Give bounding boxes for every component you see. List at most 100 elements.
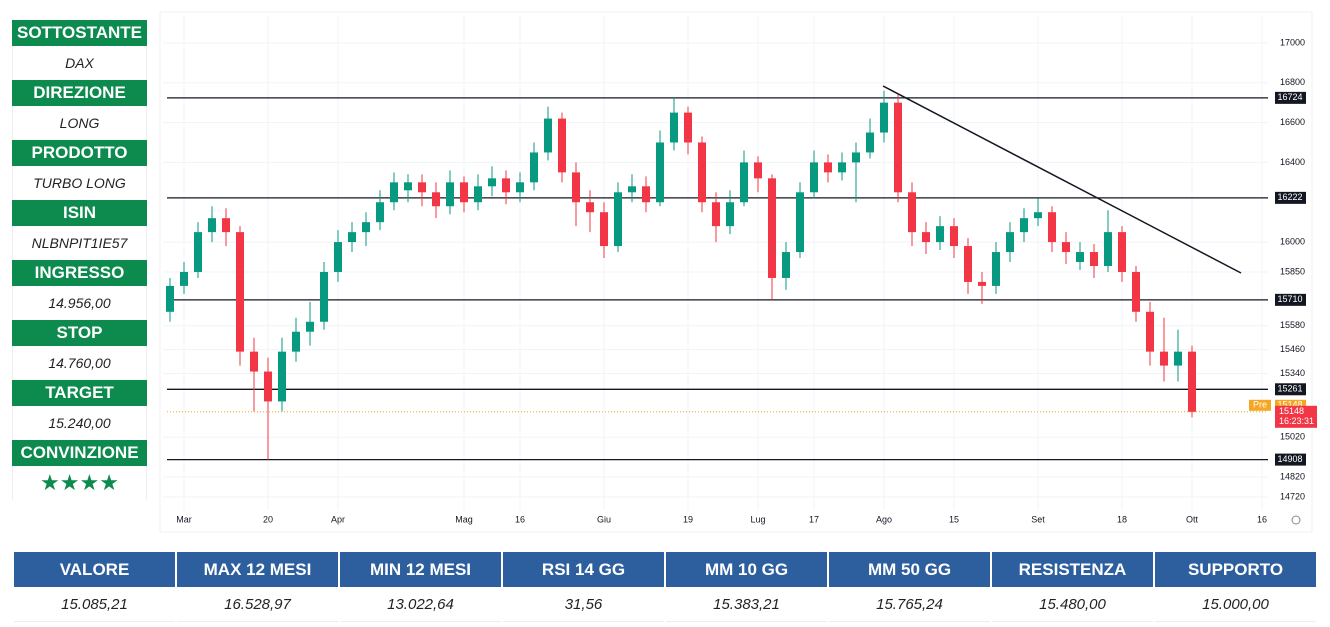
table-header: MAX 12 MESI	[177, 552, 338, 587]
x-tick-label: Mag	[455, 514, 473, 524]
pre-price-box	[1275, 399, 1306, 411]
panel-value: NLBNPIT1IE57	[12, 226, 147, 260]
candle-body	[180, 271, 188, 286]
candle-body	[712, 202, 720, 227]
candle-body	[796, 192, 804, 253]
candle-body	[306, 321, 314, 332]
table-header: VALORE	[14, 552, 175, 587]
candle-body	[194, 232, 202, 272]
table-cell: 15.765,24	[829, 587, 990, 622]
last-price-box	[1275, 405, 1317, 428]
table-header: MIN 12 MESI	[340, 552, 501, 587]
table-cell: 15.383,21	[666, 587, 827, 622]
panel-value: ★★★★	[12, 466, 147, 500]
candle-body	[1062, 242, 1070, 253]
panel-label: ISIN	[12, 200, 147, 226]
candle-body	[810, 162, 818, 193]
candle-body	[208, 218, 216, 233]
chart: 17000 16800 16600 16400 16000 15850 15580 15460…	[159, 11, 1317, 533]
candle-body	[530, 152, 538, 183]
stats-table: VALORE MAX 12 MESI MIN 12 MESI RSI 14 GG MM …	[14, 552, 1316, 622]
candle-body	[446, 182, 454, 207]
candle-body	[768, 178, 776, 278]
panel-value: DAX	[12, 46, 147, 80]
panel-value: LONG	[12, 106, 147, 140]
x-tick-label: 19	[683, 514, 693, 524]
x-tick-label: Set	[1031, 514, 1045, 524]
panel-label: STOP	[12, 320, 147, 346]
y-tick-label: 14820	[1280, 472, 1305, 482]
level-label-box	[1275, 293, 1306, 306]
candle-body	[166, 285, 174, 312]
candle-body	[572, 172, 580, 203]
x-tick-label: 17	[809, 514, 819, 524]
x-tick-label: 16	[515, 514, 525, 524]
candle-body	[1020, 218, 1028, 233]
x-tick-label: 16	[1257, 514, 1267, 524]
level-label-box	[1275, 383, 1306, 396]
table-cell: 13.022,64	[340, 587, 501, 622]
table-header: RSI 14 GG	[503, 552, 664, 587]
table-header: MM 10 GG	[666, 552, 827, 587]
x-tick-label: Ott	[1186, 514, 1199, 524]
candle-body	[348, 232, 356, 243]
level-label: 14908	[1277, 454, 1302, 464]
candle-body	[698, 142, 706, 203]
table-cell: 15.480,00	[992, 587, 1153, 622]
candle-body	[936, 226, 944, 243]
y-tick-label: 16800	[1280, 77, 1305, 87]
candle-body	[544, 118, 552, 153]
candle-body	[404, 182, 412, 191]
candle-body	[670, 112, 678, 143]
settings-icon[interactable]	[1291, 515, 1301, 525]
candle-body	[488, 178, 496, 187]
panel-label: PRODOTTO	[12, 140, 147, 166]
countdown-label: 16:23:31	[1279, 416, 1314, 426]
y-tick-label: 15850	[1280, 266, 1305, 276]
candle-body	[264, 371, 272, 402]
level-label: 15710	[1277, 294, 1302, 304]
candle-body	[250, 351, 258, 372]
panel-label: SOTTOSTANTE	[12, 20, 147, 46]
panel-label: INGRESSO	[12, 260, 147, 286]
candle-body	[656, 142, 664, 203]
levels	[167, 97, 1268, 461]
x-tick-label: Lug	[750, 514, 765, 524]
candle-body	[600, 212, 608, 247]
y-tick-label: 15460	[1280, 344, 1305, 354]
candle-body	[516, 182, 524, 193]
candles	[166, 90, 1196, 460]
panel-value: 15.240,00	[12, 406, 147, 440]
y-tick-label: 15340	[1280, 368, 1305, 378]
x-tick-label: 20	[263, 514, 273, 524]
info-panel: SOTTOSTANTE DAX DIREZIONE LONG PRODOTTO TURBO…	[12, 20, 147, 500]
candle-body	[502, 178, 510, 193]
candle-body	[1118, 232, 1126, 272]
y-tick-label: 17000	[1280, 37, 1305, 47]
candle-body	[1006, 232, 1014, 253]
level-label: 15261	[1277, 384, 1302, 394]
candle-body	[278, 351, 286, 402]
x-tick-label: Apr	[331, 514, 345, 524]
y-tick-label: 15580	[1280, 320, 1305, 330]
candle-body	[964, 246, 972, 282]
candle-body	[432, 192, 440, 207]
candle-body	[418, 182, 426, 193]
y-tick-label: 16600	[1280, 117, 1305, 127]
candle-body	[1174, 351, 1182, 366]
candle-body	[866, 132, 874, 153]
candle-body	[390, 182, 398, 203]
candle-body	[1048, 212, 1056, 243]
trend-line	[882, 85, 1242, 274]
candle-body	[376, 202, 384, 223]
candle-body	[320, 271, 328, 322]
table-cell: 16.528,97	[177, 587, 338, 622]
level-label: 16724	[1277, 92, 1302, 102]
candle-body	[222, 218, 230, 233]
candle-body	[754, 162, 762, 179]
candle-body	[684, 112, 692, 143]
candle-body	[558, 118, 566, 173]
candle-body	[236, 232, 244, 352]
table-cell: 15.085,21	[14, 587, 175, 622]
